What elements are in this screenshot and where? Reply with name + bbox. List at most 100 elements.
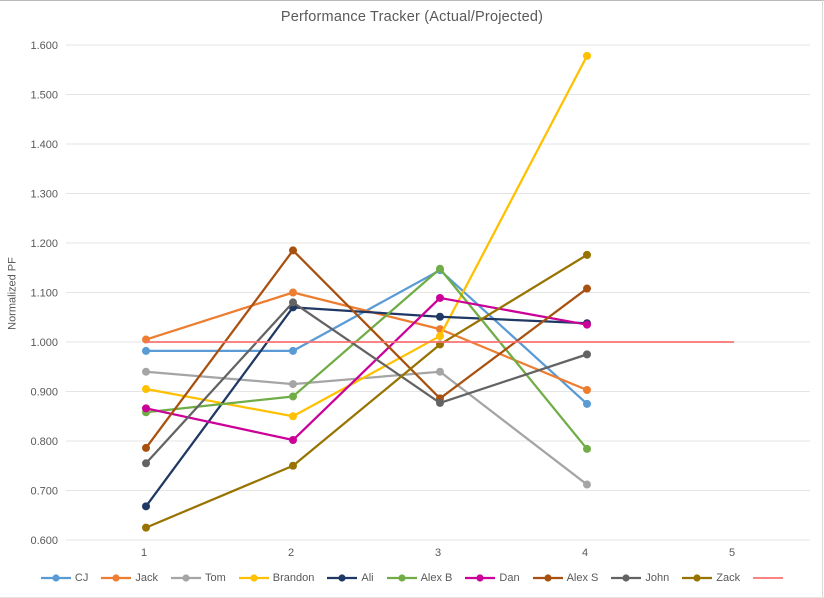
series-marker — [436, 398, 444, 407]
legend-swatch-icon — [611, 574, 642, 582]
series-marker — [436, 264, 444, 273]
series-line-tom[interactable] — [142, 367, 591, 489]
series-line-ali[interactable] — [142, 303, 591, 511]
series-line-alex-b[interactable] — [142, 264, 591, 453]
legend-swatch-icon — [386, 574, 417, 582]
legend-item-tom[interactable]: Tom — [170, 572, 226, 584]
series-marker — [583, 350, 591, 359]
series-path — [144, 301, 589, 465]
legend-item-cj[interactable]: CJ — [40, 572, 89, 584]
series-marker — [142, 502, 150, 511]
legend-label: Alex S — [566, 572, 599, 584]
series-path — [144, 54, 589, 418]
series-marker — [142, 404, 150, 413]
series-marker — [436, 293, 444, 302]
series-marker — [142, 459, 150, 468]
chart-legend: CJ Jack Tom Brandon Ali Alex B Dan Alex S John Za… — [0, 569, 824, 587]
series-line-john[interactable] — [142, 298, 591, 468]
y-tick-label: 1.100 — [30, 288, 58, 300]
legend-label: Tom — [204, 572, 226, 584]
series-path — [144, 249, 589, 450]
series-marker — [142, 385, 150, 394]
legend-item-jack[interactable]: Jack — [101, 572, 158, 584]
x-tick-label: 4 — [582, 547, 588, 559]
x-tick-label: 5 — [729, 547, 735, 559]
legend-label: Alex B — [420, 572, 453, 584]
series-line-dan[interactable] — [142, 293, 591, 445]
y-tick-label: 0.700 — [30, 486, 58, 498]
series-marker — [583, 399, 591, 408]
legend-swatch-icon — [238, 574, 269, 582]
series-marker — [436, 332, 444, 341]
series-marker — [583, 250, 591, 259]
series-marker — [583, 444, 591, 453]
y-tick-label: 1.400 — [30, 139, 58, 151]
legend-swatch-icon — [170, 574, 201, 582]
legend-swatch-icon — [327, 574, 358, 582]
legend-label: Brandon — [272, 572, 315, 584]
series-marker — [289, 461, 297, 470]
x-tick-label: 1 — [141, 547, 147, 559]
legend-item-dan[interactable]: Dan — [465, 572, 520, 584]
y-tick-label: 0.800 — [30, 436, 58, 448]
series-marker — [289, 246, 297, 255]
y-tick-label: 1.300 — [30, 189, 58, 201]
legend-item-john[interactable]: John — [611, 572, 669, 584]
y-tick-label: 0.600 — [30, 535, 58, 547]
series-marker — [289, 298, 297, 307]
legend-swatch-icon — [465, 574, 496, 582]
series-marker — [583, 284, 591, 293]
series-line-alex-s[interactable] — [142, 246, 591, 452]
x-tick-label: 3 — [435, 547, 441, 559]
legend-label: Dan — [499, 572, 520, 584]
legend-swatch-icon — [753, 577, 784, 579]
legend-label: Ali — [361, 572, 374, 584]
series-marker — [142, 443, 150, 452]
series-marker — [142, 523, 150, 532]
legend-item-alex-s[interactable]: Alex S — [532, 572, 599, 584]
series-marker — [436, 367, 444, 376]
y-tick-label: 1.500 — [30, 90, 58, 102]
series-marker — [289, 380, 297, 389]
y-tick-label: 1.000 — [30, 337, 58, 349]
y-tick-label: 1.600 — [30, 40, 58, 52]
legend-item-ali[interactable]: Ali — [327, 572, 374, 584]
y-tick-label: 1.200 — [30, 238, 58, 250]
window-border-top — [0, 0, 824, 1]
legend-item-alex-b[interactable]: Alex B — [386, 572, 453, 584]
series-marker — [289, 412, 297, 421]
legend-swatch-icon — [682, 574, 713, 582]
series-path — [144, 306, 589, 508]
legend-item-zack[interactable]: Zack — [682, 572, 740, 584]
series-marker — [583, 386, 591, 395]
window-border-right — [822, 0, 823, 598]
series-path — [144, 253, 589, 529]
chart-title: Performance Tracker (Actual/Projected) — [280, 9, 544, 25]
series-marker — [142, 367, 150, 376]
series-path — [144, 370, 589, 486]
legend-item-brandon[interactable]: Brandon — [238, 572, 315, 584]
series-marker — [583, 320, 591, 329]
series-marker — [436, 312, 444, 321]
series-marker — [289, 288, 297, 297]
legend-swatch-icon — [532, 574, 563, 582]
legend-item-projected-baseline[interactable] — [753, 573, 784, 583]
legend-label: Zack — [716, 572, 741, 584]
series-marker — [583, 480, 591, 489]
legend-label: Jack — [135, 572, 158, 584]
series-marker — [289, 436, 297, 445]
y-tick-label: 0.900 — [30, 387, 58, 399]
series-marker — [289, 392, 297, 401]
series-path — [144, 296, 589, 442]
series-line-zack[interactable] — [142, 250, 591, 532]
legend-swatch-icon — [101, 574, 132, 582]
series-line-brandon[interactable] — [142, 51, 591, 421]
series-marker — [289, 346, 297, 355]
legend-label: CJ — [74, 572, 89, 584]
series-marker — [142, 346, 150, 355]
series-path — [144, 267, 589, 451]
legend-swatch-icon — [40, 574, 71, 582]
x-tick-label: 2 — [288, 547, 294, 559]
